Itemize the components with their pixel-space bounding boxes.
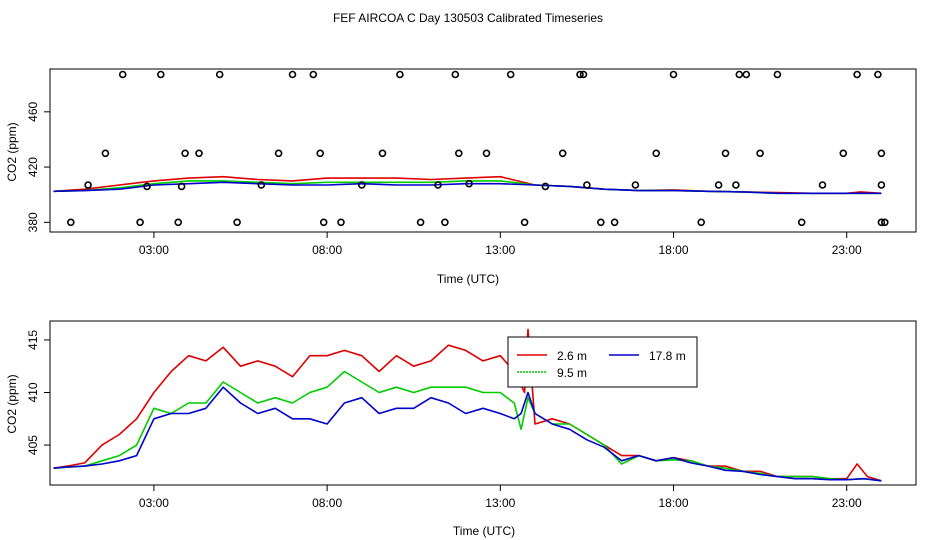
top-flag-point — [579, 70, 588, 79]
top-flag-point — [177, 182, 186, 191]
top-flag-point — [874, 70, 882, 79]
top-flag-point — [233, 218, 241, 227]
top-flag-point — [652, 149, 661, 158]
top-x-tick-label: 08:00 — [312, 243, 342, 257]
top-flag-point — [506, 70, 515, 79]
top-flag-point — [610, 218, 619, 227]
top-flag-point — [143, 182, 151, 191]
top-flag-point — [378, 149, 387, 158]
top-flag-point — [735, 70, 744, 79]
top-flag-point — [576, 70, 584, 79]
bottom-x-tick-label: 18:00 — [659, 496, 689, 510]
top-flag-point — [877, 218, 886, 227]
top-flag-point — [669, 70, 678, 79]
top-flag-point — [482, 149, 491, 158]
top-flag-point — [288, 70, 297, 79]
top-flag-point — [174, 218, 182, 227]
top-flag-point — [84, 181, 92, 189]
top-y-tick-label: 460 — [26, 101, 40, 121]
top-flag-point — [319, 218, 328, 227]
top-x-tick-label: 18:00 — [659, 243, 689, 257]
top-flag-point — [631, 181, 640, 189]
top-flag-point — [697, 218, 706, 227]
top-flag-point — [797, 218, 806, 227]
top-x-tick-label: 03:00 — [139, 243, 169, 257]
top-flag-point — [316, 149, 325, 158]
legend: 2.6 m 17.8 m 9.5 m — [507, 336, 698, 388]
top-flag-point — [274, 149, 283, 158]
top-flag-point — [773, 70, 782, 79]
top-flag-point — [357, 181, 366, 189]
top-x-tick-label: 13:00 — [485, 243, 515, 257]
bottom-axes: 03:00 08:00 13:00 18:00 23:00 405 410 415 — [26, 330, 862, 510]
bottom-x-tick-label: 03:00 — [139, 496, 169, 510]
top-flag-point — [396, 70, 404, 79]
top-flag-point — [309, 70, 318, 79]
top-flag-point — [118, 70, 127, 79]
top-flag-point — [337, 218, 345, 227]
bottom-plot-frame — [49, 320, 917, 486]
top-x-tick-label: 23:00 — [832, 243, 862, 257]
top-axes: 03:00 08:00 13:00 18:00 23:00 380 420 460 — [26, 101, 862, 257]
top-flag-point — [721, 149, 730, 158]
top-flag-point — [596, 218, 605, 227]
top-flag-point — [465, 179, 473, 188]
top-panel: 03:00 08:00 13:00 18:00 23:00 380 420 460 Time … — [5, 68, 917, 286]
top-flag-point — [756, 149, 764, 158]
top-flag-point — [742, 70, 751, 79]
top-flag-point — [257, 181, 266, 189]
bottom-y-axis-label: CO2 (ppm) — [5, 374, 19, 433]
top-flag-point — [880, 218, 889, 227]
top-flag-point — [541, 182, 550, 191]
top-flag-point — [877, 149, 886, 158]
top-series-2-6-m — [53, 175, 882, 195]
top-flag-point — [853, 70, 861, 79]
top-flag-point — [451, 70, 460, 79]
top-flag-point — [434, 181, 442, 189]
top-flag-point — [215, 70, 224, 79]
top-flag-point — [732, 181, 740, 189]
top-flag-point — [454, 149, 463, 158]
bottom-x-tick-label: 23:00 — [832, 496, 862, 510]
legend-label-2-6m: 2.6 m — [557, 349, 587, 363]
top-flag-point — [195, 149, 203, 158]
bottom-y-tick-label: 415 — [26, 330, 40, 350]
legend-label-9-5m: 9.5 m — [557, 366, 587, 380]
bottom-series-2-6-m — [53, 328, 882, 482]
top-flag-point — [877, 181, 886, 189]
top-flag-point — [157, 70, 165, 79]
top-y-axis-label: CO2 (ppm) — [5, 122, 19, 181]
bottom-series-17-8-m — [53, 386, 882, 482]
top-x-axis-label: Time (UTC) — [437, 272, 499, 286]
bottom-series-9-5-m — [53, 370, 882, 482]
top-plot-frame — [49, 68, 917, 233]
bottom-y-tick-label: 405 — [26, 435, 40, 455]
top-flag-point — [181, 149, 189, 158]
bottom-x-tick-label: 08:00 — [312, 496, 342, 510]
legend-label-17-8m: 17.8 m — [649, 349, 686, 363]
top-flag-point — [101, 149, 110, 158]
top-flag-point — [67, 218, 75, 227]
top-flag-point — [583, 181, 591, 189]
top-flag-point — [558, 149, 567, 158]
top-y-tick-label: 380 — [26, 212, 40, 232]
legend-box — [507, 336, 698, 388]
bottom-x-axis-label: Time (UTC) — [453, 524, 515, 538]
bottom-series-group — [53, 328, 882, 482]
bottom-x-tick-label: 13:00 — [485, 496, 515, 510]
top-flag-point — [520, 218, 529, 227]
top-y-tick-label: 420 — [26, 157, 40, 177]
top-flag-point — [839, 149, 848, 158]
top-flag-point — [441, 218, 449, 227]
chart-title: FEF AIRCOA C Day 130503 Calibrated Times… — [333, 11, 603, 25]
top-series-group — [53, 70, 889, 227]
bottom-y-tick-label: 410 — [26, 382, 40, 402]
bottom-panel: 03:00 08:00 13:00 18:00 23:00 405 410 415 Time … — [5, 320, 917, 538]
top-flag-point — [818, 181, 827, 189]
top-flag-point — [714, 181, 723, 189]
top-flag-point — [136, 218, 144, 227]
top-flag-point — [416, 218, 425, 227]
